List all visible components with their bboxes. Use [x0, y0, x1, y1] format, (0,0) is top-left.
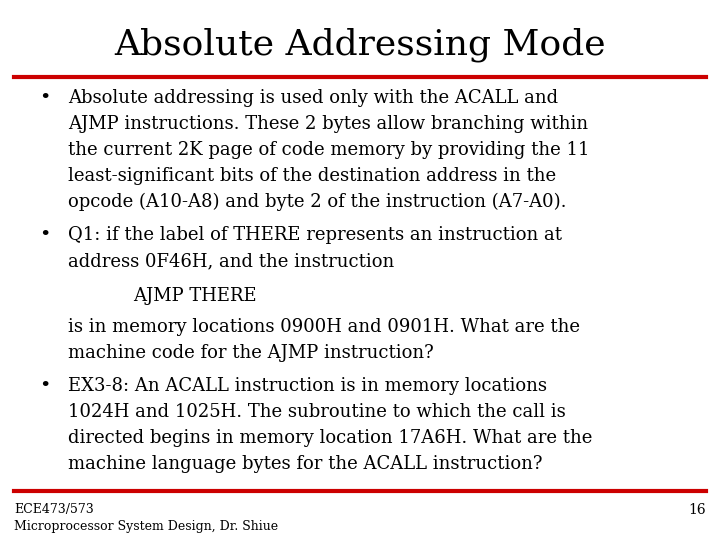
Text: AJMP instructions. These 2 bytes allow branching within: AJMP instructions. These 2 bytes allow b… — [68, 115, 588, 133]
Text: •: • — [40, 226, 51, 244]
Text: opcode (A10-A8) and byte 2 of the instruction (A7-A0).: opcode (A10-A8) and byte 2 of the instru… — [68, 193, 567, 211]
Text: •: • — [40, 89, 51, 107]
Text: 16: 16 — [688, 503, 706, 517]
Text: Absolute addressing is used only with the ACALL and: Absolute addressing is used only with th… — [68, 89, 559, 107]
Text: machine language bytes for the ACALL instruction?: machine language bytes for the ACALL ins… — [68, 455, 543, 473]
Text: EX3-8: An ACALL instruction is in memory locations: EX3-8: An ACALL instruction is in memory… — [68, 377, 547, 395]
Text: machine code for the AJMP instruction?: machine code for the AJMP instruction? — [68, 344, 434, 362]
Text: AJMP THERE: AJMP THERE — [133, 287, 257, 305]
Text: address 0F46H, and the instruction: address 0F46H, and the instruction — [68, 252, 395, 270]
Text: the current 2K page of code memory by providing the 11: the current 2K page of code memory by pr… — [68, 141, 590, 159]
Text: directed begins in memory location 17A6H. What are the: directed begins in memory location 17A6H… — [68, 429, 593, 447]
Text: 1024H and 1025H. The subroutine to which the call is: 1024H and 1025H. The subroutine to which… — [68, 403, 566, 421]
Text: Absolute Addressing Mode: Absolute Addressing Mode — [114, 27, 606, 62]
Text: Q1: if the label of THERE represents an instruction at: Q1: if the label of THERE represents an … — [68, 226, 562, 244]
Text: is in memory locations 0900H and 0901H. What are the: is in memory locations 0900H and 0901H. … — [68, 318, 580, 336]
Text: least-significant bits of the destination address in the: least-significant bits of the destinatio… — [68, 167, 557, 185]
Text: ECE473/573
Microprocessor System Design, Dr. Shiue: ECE473/573 Microprocessor System Design,… — [14, 503, 279, 534]
Text: •: • — [40, 377, 51, 395]
